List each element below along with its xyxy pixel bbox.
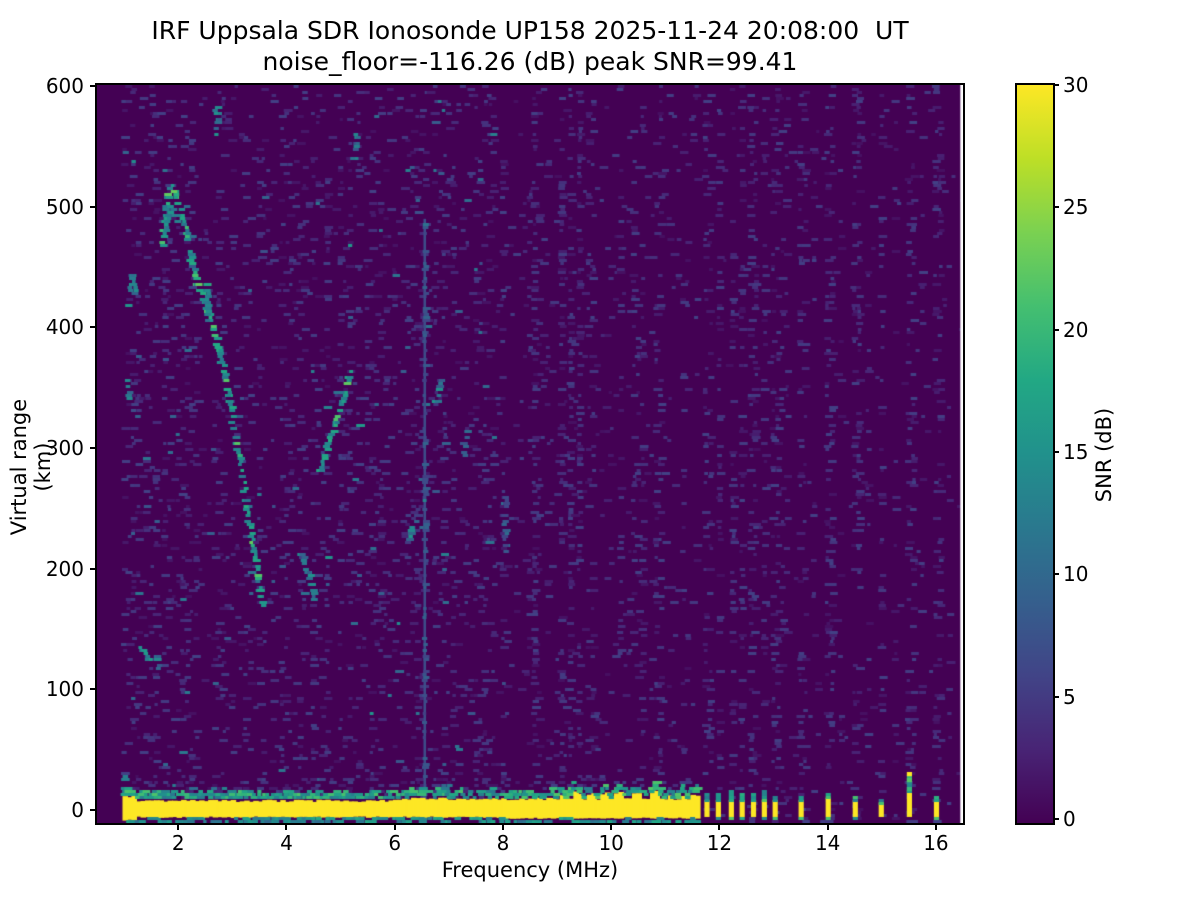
chart-title: IRF Uppsala SDR Ionosonde UP158 2025-11-… <box>97 15 963 77</box>
colorbar-tick-mark <box>1053 695 1059 698</box>
y-tick-mark <box>90 567 97 570</box>
colorbar-tick-mark <box>1053 451 1059 453</box>
colorbar-tick-label: 0 <box>1063 807 1076 831</box>
colorbar-tick-mark <box>1053 206 1059 209</box>
x-axis-label: Frequency (MHz) <box>441 858 619 882</box>
colorbar-tick-label: 5 <box>1063 684 1076 709</box>
y-axis-label: Virtual range (km) <box>7 398 55 536</box>
y-tick-label: 200 <box>45 556 84 581</box>
x-tick-mark <box>610 823 613 830</box>
y-tick-mark <box>90 808 97 811</box>
y-tick-mark <box>90 688 97 691</box>
plot-area <box>95 83 965 825</box>
x-tick-mark <box>718 823 721 830</box>
x-tick-label: 6 <box>388 831 402 855</box>
y-tick-label: 300 <box>45 435 84 460</box>
colorbar-tick-label: 20 <box>1063 317 1089 342</box>
x-tick-mark <box>934 823 937 830</box>
y-tick-label: 400 <box>45 315 84 340</box>
y-tick-label: 0 <box>71 797 84 822</box>
x-tick-label: 8 <box>496 831 510 855</box>
colorbar-tick-label: 25 <box>1063 195 1089 220</box>
colorbar-tick-mark <box>1053 573 1059 576</box>
x-tick-mark <box>177 823 180 830</box>
colorbar-tick-mark <box>1053 818 1059 820</box>
colorbar-tick-label: 10 <box>1063 562 1089 587</box>
x-tick-mark <box>826 823 829 830</box>
y-tick-mark <box>90 446 97 449</box>
x-tick-mark <box>285 823 288 830</box>
y-tick-mark <box>90 326 97 329</box>
y-tick-label: 100 <box>45 677 84 702</box>
x-tick-mark <box>501 823 504 830</box>
y-tick-mark <box>90 205 97 208</box>
x-tick-label: 10 <box>598 831 624 855</box>
chart-title-line2: noise_floor=-116.26 (dB) peak SNR=99.41 <box>262 47 798 76</box>
x-tick-label: 4 <box>280 831 293 855</box>
colorbar <box>1015 83 1055 825</box>
colorbar-label: SNR (dB) <box>1092 407 1116 503</box>
y-tick-label: 600 <box>45 74 84 99</box>
x-tick-label: 2 <box>171 831 185 855</box>
colorbar-tick-mark <box>1053 84 1059 86</box>
y-tick-label: 500 <box>45 194 84 219</box>
x-tick-mark <box>393 823 396 830</box>
x-tick-label: 12 <box>706 831 733 855</box>
y-tick-mark <box>90 85 97 88</box>
x-tick-label: 16 <box>923 831 949 855</box>
ionogram-heatmap <box>97 85 963 823</box>
x-tick-label: 14 <box>814 831 841 855</box>
chart-title-line1: IRF Uppsala SDR Ionosonde UP158 2025-11-… <box>151 16 909 45</box>
colorbar-tick-mark <box>1053 328 1059 331</box>
colorbar-tick-label: 30 <box>1063 73 1089 97</box>
colorbar-tick-label: 15 <box>1063 440 1089 464</box>
